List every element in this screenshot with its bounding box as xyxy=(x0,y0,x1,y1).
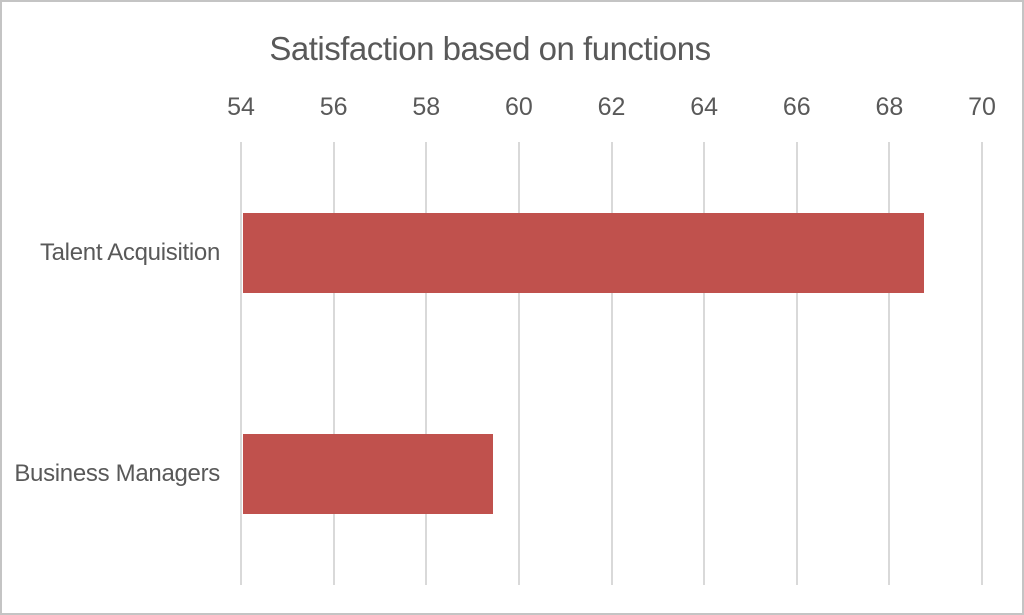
x-tick-label: 56 xyxy=(319,93,348,121)
x-tick-label: 58 xyxy=(412,93,441,121)
gridline-x-60 xyxy=(517,142,520,585)
gridline-x-62 xyxy=(610,142,613,585)
gridline-x-66 xyxy=(795,142,798,585)
gridline-x-68 xyxy=(888,142,891,585)
x-tick-label: 68 xyxy=(875,93,904,121)
category-label-business-managers: Business Managers xyxy=(14,460,220,488)
gridline-x-56 xyxy=(332,142,335,585)
gridline-x-54 xyxy=(240,142,242,585)
x-axis-tick-row: 54 56 58 60 62 64 66 68 70 xyxy=(227,93,996,123)
gridline-x-70 xyxy=(981,142,983,585)
plot-area xyxy=(240,142,983,585)
bar-business-managers xyxy=(243,434,494,515)
x-tick-label: 62 xyxy=(597,93,626,121)
x-tick-label: 70 xyxy=(968,93,996,121)
x-tick-label: 66 xyxy=(782,93,811,121)
chart-title: Satisfaction based on functions xyxy=(269,30,711,67)
gridline-x-58 xyxy=(425,142,428,585)
x-tick-label: 60 xyxy=(504,93,533,121)
category-label-talent-acquisition: Talent Acquisition xyxy=(39,238,220,266)
x-tick-label: 54 xyxy=(227,93,255,121)
x-tick-label: 64 xyxy=(690,93,719,121)
bar-talent-acquisition xyxy=(243,212,924,293)
category-axis-labels: Talent Acquisition Business Managers xyxy=(2,142,220,585)
gridline-x-64 xyxy=(703,142,706,585)
